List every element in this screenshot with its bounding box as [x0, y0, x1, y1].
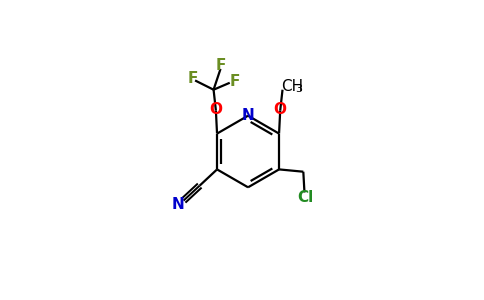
Text: Cl: Cl [297, 190, 313, 205]
Text: 3: 3 [295, 84, 302, 94]
Text: F: F [187, 71, 197, 86]
Text: O: O [210, 102, 222, 117]
Text: F: F [229, 74, 240, 89]
Text: CH: CH [281, 79, 303, 94]
Text: O: O [274, 102, 287, 117]
Text: N: N [242, 107, 255, 122]
Text: F: F [216, 58, 226, 73]
Text: N: N [172, 196, 185, 211]
